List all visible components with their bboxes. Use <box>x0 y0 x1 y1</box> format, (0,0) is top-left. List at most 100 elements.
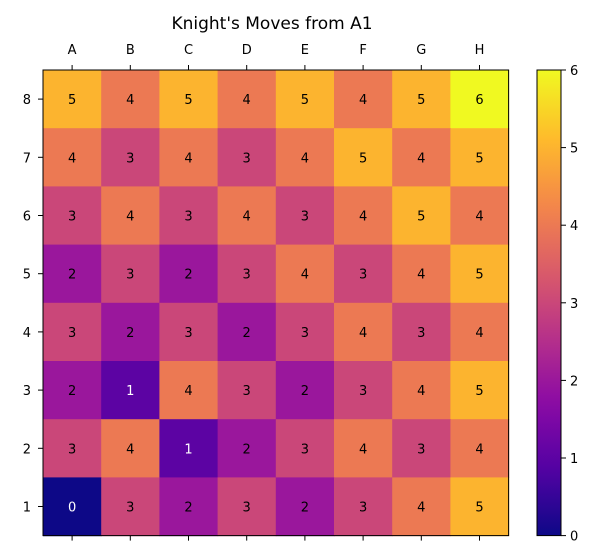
cell-value-label: 4 <box>243 93 251 108</box>
column-label: F <box>359 43 366 58</box>
row-label: 2 <box>23 442 31 457</box>
cell-value-label: 2 <box>184 268 192 283</box>
cell-value-label: 3 <box>68 442 76 457</box>
heatmap-cell-a2 <box>43 419 102 478</box>
heatmap-cell-c2 <box>159 419 219 478</box>
heatmap-cell-e7 <box>275 128 335 187</box>
heatmap-cell-c6 <box>159 186 219 246</box>
cell-value-label: 1 <box>184 442 192 457</box>
heatmap-cell-e3 <box>275 361 335 420</box>
colorbar-tick-label: 3 <box>570 297 578 312</box>
row-labels: 8 7 6 5 4 3 2 1 <box>23 93 43 516</box>
heatmap-cell-g2 <box>392 419 451 478</box>
heatmap-cell-c3 <box>159 361 219 420</box>
cell-value-label: 3 <box>359 501 367 516</box>
cell-value-label: 5 <box>475 268 483 283</box>
heatmap-cell-a1 <box>43 477 102 537</box>
cell-value-label: 4 <box>417 501 425 516</box>
cell-value-label: 2 <box>301 384 309 399</box>
cell-value-label: 3 <box>243 501 251 516</box>
column-label: A <box>68 43 77 58</box>
heatmap-cell-a8 <box>43 70 102 129</box>
heatmap-cell-a7 <box>43 128 102 187</box>
cell-value-label: 5 <box>417 93 425 108</box>
row-label: 8 <box>23 93 31 108</box>
heatmap-cell-b1 <box>101 477 160 537</box>
heatmap-cell-f4 <box>334 302 393 362</box>
heatmap-cell-g1 <box>392 477 451 537</box>
heatmap-cell-d5 <box>217 244 277 304</box>
cell-value-label: 4 <box>417 151 425 166</box>
heatmap-cell-b7 <box>101 128 160 187</box>
colorbar-tick-label: 2 <box>570 374 578 389</box>
heatmap-cell-e6 <box>275 186 335 246</box>
cell-value-label: 2 <box>126 326 134 341</box>
cell-value-label: 4 <box>184 151 192 166</box>
cell-value-label: 4 <box>243 210 251 225</box>
cell-value-label: 4 <box>126 442 134 457</box>
colorbar-gradient <box>536 69 562 537</box>
cell-value-label: 4 <box>359 210 367 225</box>
cell-value-label: 4 <box>301 151 309 166</box>
heatmap-cell-d4 <box>217 302 277 362</box>
heatmap-cell-a5 <box>43 244 102 304</box>
cell-value-label: 3 <box>359 268 367 283</box>
colorbar-tick-label: 0 <box>570 530 578 545</box>
colorbar-tick-label: 6 <box>570 64 578 79</box>
heatmap-cell-f3 <box>334 361 393 420</box>
cell-value-label: 4 <box>126 210 134 225</box>
heatmap-cell-d8 <box>217 70 277 129</box>
cell-value-label: 5 <box>475 384 483 399</box>
cell-value-label: 3 <box>243 268 251 283</box>
cell-value-label: 5 <box>417 210 425 225</box>
column-label: B <box>126 43 135 58</box>
row-label: 4 <box>23 326 31 341</box>
heatmap-cell-c1 <box>159 477 219 537</box>
heatmap-cells: 5 4 5 4 5 4 5 6 4 3 4 3 4 5 4 5 3 4 3 4 3 4 5 4 2 3 2 3 4 3 4 5 3 2 3 2 3 4 3 4… <box>42 69 510 537</box>
column-label: C <box>184 43 193 58</box>
cell-value-label: 3 <box>68 326 76 341</box>
heatmap-cell-g4 <box>392 302 451 362</box>
cell-value-label: 3 <box>301 210 309 225</box>
colorbar: 0 1 2 3 4 5 6 <box>536 64 578 545</box>
heatmap-cell-e1 <box>275 477 335 537</box>
cell-value-label: 3 <box>184 326 192 341</box>
cell-value-label: 2 <box>68 268 76 283</box>
cell-value-label: 4 <box>126 93 134 108</box>
heatmap-cell-h5 <box>450 244 510 304</box>
cell-value-label: 3 <box>126 151 134 166</box>
cell-value-label: 3 <box>301 442 309 457</box>
heatmap-cell-h8 <box>450 70 510 129</box>
cell-value-label: 0 <box>68 501 76 516</box>
cell-value-label: 1 <box>126 384 134 399</box>
row-label: 3 <box>23 384 31 399</box>
row-label: 7 <box>23 151 31 166</box>
cell-value-label: 3 <box>126 268 134 283</box>
heatmap-cell-f1 <box>334 477 393 537</box>
heatmap-cell-b2 <box>101 419 160 478</box>
cell-value-label: 3 <box>359 384 367 399</box>
heatmap-cell-b3 <box>101 361 160 420</box>
heatmap-cell-h1 <box>450 477 510 537</box>
cell-value-label: 4 <box>417 384 425 399</box>
colorbar-tick-label: 1 <box>570 452 578 467</box>
cell-value-label: 4 <box>68 151 76 166</box>
heatmap-cell-c8 <box>159 70 219 129</box>
heatmap-cell-g8 <box>392 70 451 129</box>
heatmap-cell-h7 <box>450 128 510 187</box>
heatmap-cell-g5 <box>392 244 451 304</box>
heatmap-cell-c5 <box>159 244 219 304</box>
heatmap-cell-d1 <box>217 477 277 537</box>
cell-value-label: 2 <box>243 442 251 457</box>
cell-value-label: 3 <box>417 442 425 457</box>
heatmap-cell-f7 <box>334 128 393 187</box>
heatmap-cell-f6 <box>334 186 393 246</box>
heatmap-cell-h3 <box>450 361 510 420</box>
cell-value-label: 2 <box>68 384 76 399</box>
row-label: 6 <box>23 210 31 225</box>
heatmap-cell-h6 <box>450 186 510 246</box>
heatmap-cell-d6 <box>217 186 277 246</box>
cell-value-label: 5 <box>184 93 192 108</box>
cell-value-label: 4 <box>475 442 483 457</box>
column-label: E <box>301 43 309 58</box>
